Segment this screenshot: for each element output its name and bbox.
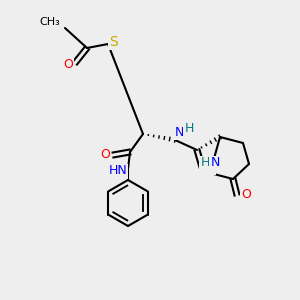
Text: O: O [241,188,251,202]
Text: S: S [109,35,117,49]
Text: O: O [100,148,110,161]
Text: CH₃: CH₃ [39,17,60,27]
Text: HN: HN [109,164,128,178]
Text: H: H [200,157,210,169]
Text: O: O [205,160,215,173]
Text: O: O [63,58,73,71]
Text: H: H [184,122,194,136]
Text: N: N [210,157,220,169]
Text: N: N [174,125,184,139]
